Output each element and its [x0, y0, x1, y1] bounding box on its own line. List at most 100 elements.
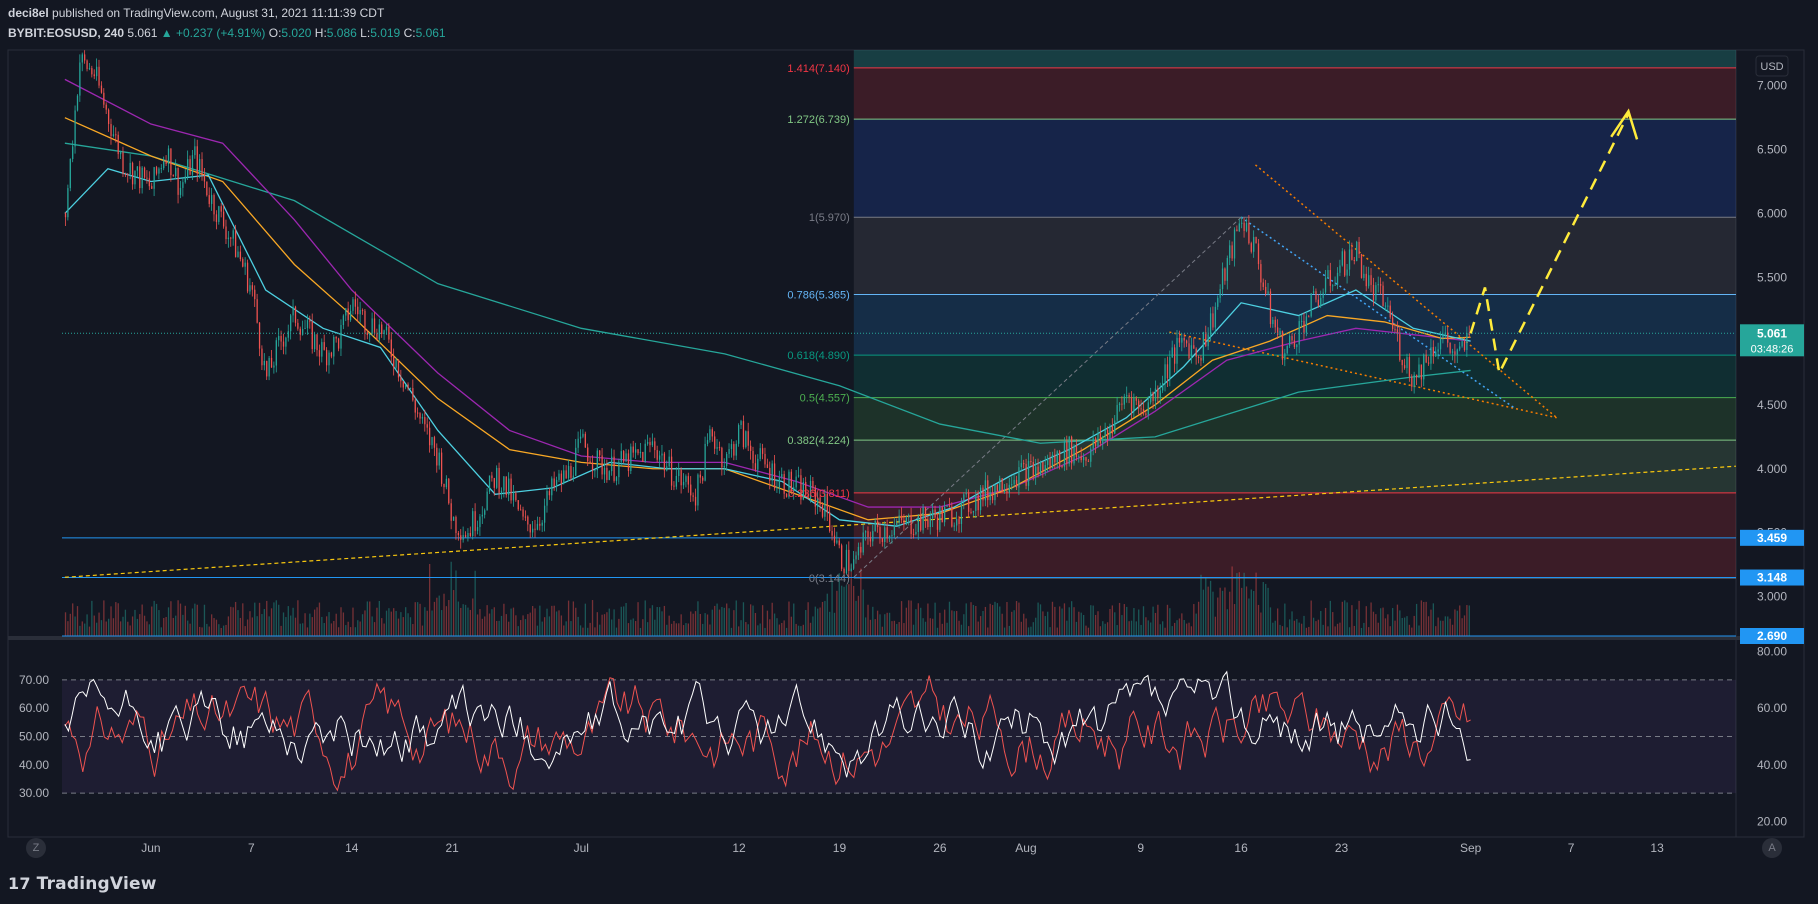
- candle-body[interactable]: [900, 515, 903, 520]
- candle-body[interactable]: [747, 431, 749, 446]
- candle-body[interactable]: [1202, 332, 1205, 361]
- candle-body[interactable]: [1346, 269, 1348, 276]
- candle-body[interactable]: [1061, 466, 1063, 468]
- candle-body[interactable]: [932, 509, 934, 519]
- candle-body[interactable]: [1339, 265, 1341, 273]
- candle-body[interactable]: [167, 148, 170, 164]
- candle-body[interactable]: [970, 511, 972, 513]
- candle-body[interactable]: [244, 262, 246, 267]
- candle-body[interactable]: [440, 452, 443, 484]
- candle-body[interactable]: [939, 507, 941, 530]
- candle-body[interactable]: [407, 384, 409, 389]
- candle-body[interactable]: [1257, 243, 1260, 265]
- candle-body[interactable]: [1015, 479, 1018, 488]
- candle-body[interactable]: [510, 478, 512, 501]
- candle-body[interactable]: [654, 441, 656, 451]
- candle-body[interactable]: [558, 473, 560, 480]
- candle-body[interactable]: [1243, 222, 1245, 231]
- candle-body[interactable]: [1375, 285, 1377, 301]
- candle-body[interactable]: [134, 170, 136, 185]
- candle-body[interactable]: [1150, 392, 1152, 403]
- candle-body[interactable]: [1336, 272, 1339, 285]
- candle-body[interactable]: [172, 175, 174, 177]
- candle-body[interactable]: [999, 478, 1001, 492]
- candle-body[interactable]: [841, 545, 843, 569]
- candle-body[interactable]: [855, 555, 857, 560]
- candle-body[interactable]: [1293, 340, 1296, 348]
- candle-body[interactable]: [280, 335, 282, 342]
- candle-body[interactable]: [632, 446, 634, 453]
- candle-body[interactable]: [1128, 395, 1130, 397]
- candle-body[interactable]: [1197, 356, 1200, 359]
- candle-body[interactable]: [419, 413, 421, 419]
- candle-body[interactable]: [1391, 317, 1394, 330]
- candle-body[interactable]: [1106, 429, 1109, 440]
- candle-body[interactable]: [606, 467, 608, 480]
- candle-body[interactable]: [1377, 284, 1379, 286]
- candle-body[interactable]: [1032, 462, 1034, 478]
- candle-body[interactable]: [745, 431, 747, 448]
- candle-body[interactable]: [1267, 291, 1269, 294]
- candle-body[interactable]: [131, 162, 134, 185]
- candle-body[interactable]: [714, 436, 716, 449]
- candle-body[interactable]: [417, 412, 419, 414]
- candle-body[interactable]: [1356, 241, 1358, 262]
- candle-body[interactable]: [486, 491, 488, 511]
- candle-body[interactable]: [570, 466, 572, 478]
- candle-body[interactable]: [194, 146, 196, 156]
- candle-body[interactable]: [896, 522, 898, 526]
- candle-body[interactable]: [1152, 392, 1154, 401]
- candle-body[interactable]: [1102, 436, 1104, 444]
- candle-body[interactable]: [886, 527, 888, 539]
- candle-body[interactable]: [1380, 284, 1382, 286]
- candle-body[interactable]: [409, 388, 412, 390]
- candle-body[interactable]: [251, 285, 254, 290]
- candle-body[interactable]: [975, 495, 977, 511]
- candle-body[interactable]: [1300, 320, 1303, 322]
- candle-body[interactable]: [107, 109, 110, 125]
- candle-body[interactable]: [704, 443, 706, 481]
- candle-body[interactable]: [1399, 334, 1401, 360]
- candle-body[interactable]: [323, 342, 325, 350]
- candle-body[interactable]: [1221, 268, 1224, 290]
- candle-body[interactable]: [412, 388, 414, 401]
- fibonacci-extension[interactable]: [853, 50, 1736, 579]
- candle-body[interactable]: [1118, 403, 1121, 406]
- candle-body[interactable]: [608, 471, 610, 480]
- candle-body[interactable]: [337, 338, 340, 349]
- candle-body[interactable]: [119, 152, 122, 155]
- candle-body[interactable]: [582, 433, 584, 437]
- candle-body[interactable]: [117, 134, 119, 155]
- candle-body[interactable]: [206, 181, 208, 196]
- candle-body[interactable]: [342, 315, 345, 326]
- candle-body[interactable]: [560, 473, 563, 484]
- candle-body[interactable]: [359, 310, 361, 315]
- candle-body[interactable]: [819, 497, 821, 505]
- author-name[interactable]: deci8el: [8, 6, 49, 20]
- candle-body[interactable]: [488, 475, 491, 492]
- candle-body[interactable]: [445, 478, 448, 488]
- candle-body[interactable]: [258, 322, 261, 349]
- candle-body[interactable]: [1116, 405, 1118, 421]
- candle-body[interactable]: [1447, 332, 1449, 343]
- candle-body[interactable]: [304, 328, 306, 330]
- candle-body[interactable]: [1224, 268, 1226, 281]
- candle-body[interactable]: [912, 533, 915, 535]
- candle-body[interactable]: [613, 456, 615, 481]
- candle-body[interactable]: [728, 448, 730, 454]
- candle-body[interactable]: [110, 124, 112, 137]
- candle-body[interactable]: [594, 470, 596, 472]
- candle-body[interactable]: [539, 523, 541, 526]
- candle-body[interactable]: [567, 466, 570, 479]
- candle-body[interactable]: [543, 505, 546, 523]
- candle-body[interactable]: [1080, 456, 1082, 461]
- candle-body[interactable]: [1164, 364, 1166, 384]
- candle-body[interactable]: [829, 512, 831, 531]
- candle-body[interactable]: [302, 329, 304, 335]
- candle-body[interactable]: [646, 442, 649, 444]
- candle-body[interactable]: [635, 449, 637, 453]
- candle-body[interactable]: [503, 476, 505, 491]
- candle-body[interactable]: [1312, 291, 1315, 294]
- candle-body[interactable]: [680, 470, 682, 486]
- candle-body[interactable]: [864, 531, 867, 533]
